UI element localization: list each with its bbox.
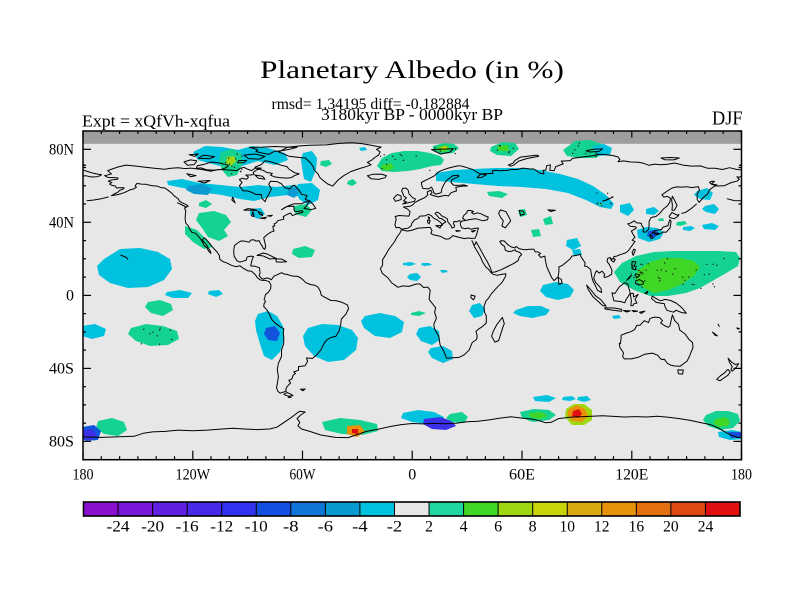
svg-text:180: 180: [731, 467, 752, 484]
svg-text:-12: -12: [210, 519, 233, 536]
svg-text:-10: -10: [245, 519, 268, 536]
svg-text:80S: 80S: [49, 434, 74, 451]
svg-text:4: 4: [460, 519, 468, 536]
svg-text:0: 0: [66, 288, 74, 305]
svg-text:60E: 60E: [509, 467, 535, 484]
svg-text:-16: -16: [176, 519, 199, 536]
svg-text:10: 10: [559, 519, 575, 536]
svg-text:60W: 60W: [290, 467, 317, 484]
svg-text:24: 24: [698, 519, 714, 536]
svg-text:DJF: DJF: [712, 108, 743, 130]
svg-text:120E: 120E: [615, 467, 648, 484]
svg-text:-24: -24: [107, 519, 130, 536]
svg-text:-6: -6: [318, 519, 334, 536]
svg-text:12: 12: [594, 519, 610, 536]
svg-text:2: 2: [425, 519, 433, 536]
svg-text:120W: 120W: [176, 467, 211, 484]
svg-text:16: 16: [629, 519, 645, 536]
svg-text:0: 0: [408, 467, 416, 484]
svg-text:-8: -8: [283, 519, 299, 536]
svg-text:Expt = xQfVh-xqfua: Expt = xQfVh-xqfua: [82, 112, 230, 131]
svg-text:-4: -4: [352, 519, 368, 536]
svg-text:Planetary Albedo (in %): Planetary Albedo (in %): [260, 57, 564, 84]
svg-text:-2: -2: [387, 519, 403, 536]
svg-text:20: 20: [663, 519, 679, 536]
svg-text:3180kyr BP - 0000kyr BP: 3180kyr BP - 0000kyr BP: [321, 105, 503, 124]
svg-text:80N: 80N: [49, 142, 74, 159]
svg-text:40S: 40S: [49, 361, 74, 378]
svg-text:rmsd= 1.34195 diff= -0.182884: rmsd= 1.34195 diff= -0.182884: [272, 96, 470, 113]
svg-text:-20: -20: [141, 519, 164, 536]
svg-text:180: 180: [73, 467, 94, 484]
svg-text:6: 6: [494, 519, 502, 536]
svg-text:40N: 40N: [49, 215, 74, 232]
svg-text:8: 8: [529, 519, 537, 536]
